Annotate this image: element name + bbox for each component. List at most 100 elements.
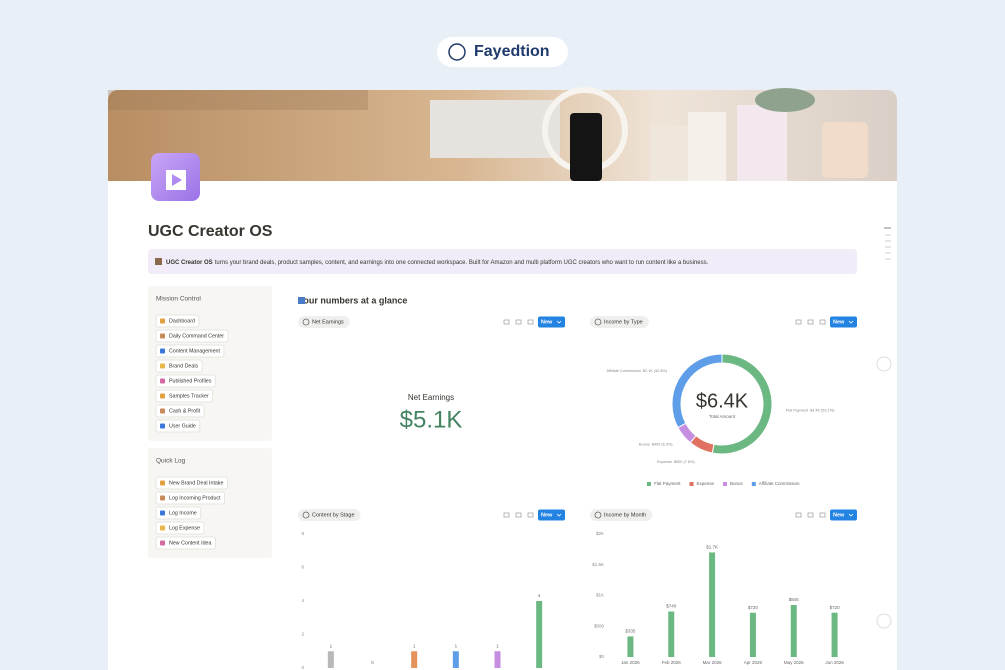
bar-value-label: 0 — [371, 660, 374, 665]
toolbar-icon[interactable] — [795, 512, 802, 518]
number-label: Net Earnings — [408, 393, 454, 402]
slice-name: Flat Payment — [786, 408, 809, 412]
bar-value-label: 1 — [330, 643, 333, 648]
bar-value-label: $720 — [748, 605, 759, 610]
bar — [327, 651, 334, 668]
nav-label: Brand Deals — [169, 363, 198, 369]
nav-link[interactable] — [155, 344, 225, 358]
legend-label: Expense — [697, 481, 715, 486]
toolbar-icon[interactable] — [527, 319, 534, 325]
y-tick-label: $1K — [596, 593, 604, 598]
nav-link[interactable] — [155, 374, 216, 388]
toolbar-icon[interactable] — [807, 319, 814, 325]
bar — [668, 611, 675, 657]
legend-label: Flat Payment — [654, 481, 681, 486]
brand-name: Fayedtion — [474, 43, 550, 60]
nav-label: Log Incoming Product — [169, 495, 221, 501]
y-tick-label: $500 — [594, 623, 605, 628]
nav-link[interactable] — [155, 521, 205, 535]
nav-link[interactable] — [155, 506, 202, 520]
bar-value-label: $740 — [666, 604, 677, 609]
new-button[interactable] — [538, 316, 565, 328]
toc — [884, 227, 891, 260]
view-tab-label: Content by Stage — [312, 512, 355, 518]
cover-box — [737, 105, 787, 181]
bar-value-label: $335 — [625, 629, 636, 634]
bar-value-label: $1.7K — [706, 545, 718, 550]
new-button[interactable] — [830, 509, 857, 521]
new-button[interactable] — [538, 509, 565, 521]
new-button[interactable] — [830, 316, 857, 328]
y-tick-label: $1.5K — [592, 562, 604, 567]
nav-label: Samples Tracker — [169, 393, 209, 399]
nav-label: Log Expense — [169, 525, 200, 531]
view-tab-label: Net Earnings — [312, 319, 344, 325]
new-button-chevron — [848, 513, 854, 517]
view-tab[interactable] — [298, 316, 350, 328]
nav-label: Content Management — [169, 348, 220, 354]
toolbar-icon[interactable] — [795, 319, 802, 325]
bar-value-label: $720 — [830, 605, 841, 610]
nav-link[interactable] — [155, 404, 205, 418]
nav-label: Cash & Profit — [169, 408, 201, 414]
toolbar-icon[interactable] — [527, 512, 534, 518]
slice-value: $400 (6.3%) — [652, 443, 673, 447]
slice-value: $500 (7.8%) — [674, 460, 695, 464]
toolbar-icon[interactable] — [819, 512, 826, 518]
nav-link[interactable] — [155, 536, 216, 550]
nav-label: Log Income — [169, 510, 197, 516]
cover-candle — [822, 122, 868, 178]
y-tick-label: 0 — [301, 665, 304, 670]
nav-icon — [160, 318, 165, 324]
toolbar-icon[interactable] — [503, 512, 510, 518]
slice-label: Flat Payment $3.4K (53.1%) — [786, 408, 835, 412]
page-icon — [151, 153, 200, 201]
donut-total: $6.4K — [696, 390, 749, 412]
nav-link[interactable] — [155, 359, 203, 373]
nav-label: New Brand Deal Intake — [169, 480, 224, 486]
toolbar-icon[interactable] — [515, 319, 522, 325]
toolbar-icon[interactable] — [807, 512, 814, 518]
new-button-chevron — [556, 513, 562, 517]
nav-link[interactable] — [155, 419, 201, 433]
view-tab[interactable] — [590, 316, 649, 328]
view-tab-label: Income by Month — [604, 512, 646, 518]
side-button[interactable] — [876, 356, 892, 372]
toolbar-icon[interactable] — [515, 512, 522, 518]
nav-label: New Content Idea — [169, 540, 211, 546]
nav-label: Dashboard — [169, 318, 195, 324]
x-tick-label: Jan 2026 — [621, 660, 640, 665]
side-button[interactable] — [876, 613, 892, 629]
nav-link[interactable] — [155, 329, 229, 343]
slice-name: Expense — [657, 460, 672, 464]
view-tab[interactable] — [590, 509, 653, 521]
nav-icon — [160, 510, 165, 516]
nav-link[interactable] — [155, 476, 228, 490]
slice-name: Affiliate Commission — [606, 369, 640, 373]
nav-icon — [160, 378, 165, 384]
cover-box — [688, 112, 726, 181]
bar — [749, 612, 756, 657]
nav-link[interactable] — [155, 389, 214, 403]
view-tab[interactable] — [298, 509, 361, 521]
toolbar-icon[interactable] — [819, 319, 826, 325]
legend-swatch — [689, 482, 694, 486]
cover-shade — [108, 90, 368, 110]
slice-value: $2.1K (32.8%) — [643, 369, 668, 373]
nav-link[interactable] — [155, 491, 226, 505]
callout — [148, 249, 857, 274]
new-button-label: New — [541, 319, 553, 325]
x-tick-label: Mar 2026 — [703, 660, 723, 665]
nav-link[interactable] — [155, 314, 200, 328]
callout-body: turns your brand deals, product samples,… — [215, 260, 709, 266]
bar — [790, 605, 797, 657]
page-card — [108, 90, 897, 670]
slice-label: Expense $500 (7.8%) — [657, 460, 695, 464]
nav-icon — [160, 495, 165, 501]
toolbar-icon[interactable] — [503, 319, 510, 325]
nav-label: User Guide — [169, 423, 196, 429]
new-button-label: New — [833, 319, 845, 325]
x-tick-label: Feb 2026 — [662, 660, 682, 665]
legend-label: Bonus — [730, 481, 744, 486]
